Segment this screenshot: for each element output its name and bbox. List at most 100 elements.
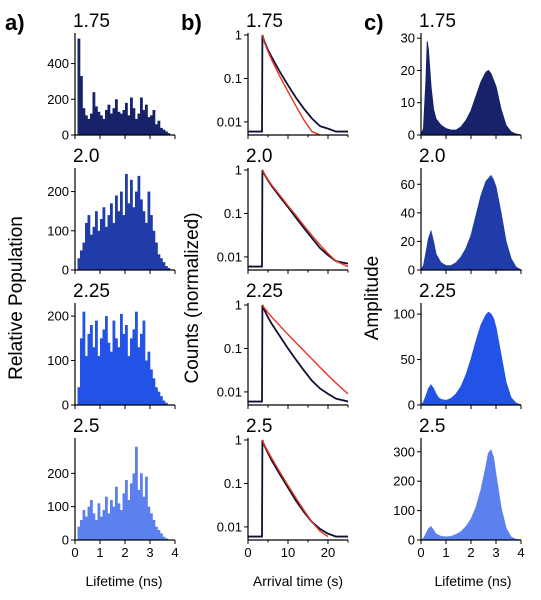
histogram-bar bbox=[150, 513, 153, 540]
histogram-bar bbox=[152, 110, 156, 135]
histogram-bar bbox=[127, 356, 131, 405]
panel-label-b: b) bbox=[181, 10, 202, 35]
histogram-bar bbox=[120, 191, 123, 270]
histogram-bar bbox=[130, 179, 133, 270]
x-tick-label: 2 bbox=[467, 545, 474, 560]
amplitude-area bbox=[420, 174, 523, 271]
histogram-bar bbox=[95, 211, 98, 270]
histogram-bar bbox=[107, 342, 111, 405]
histogram-bar bbox=[107, 215, 111, 270]
histogram-bar bbox=[165, 266, 168, 270]
decay-fit-line bbox=[261, 304, 349, 395]
y-tick-label: 10 bbox=[401, 95, 415, 110]
panel-a-row-1: 0 100 200 2.0 bbox=[47, 146, 176, 278]
panel-label-c: c) bbox=[364, 10, 384, 35]
row-value-label: 2.25 bbox=[73, 281, 110, 302]
y-tick-label: 1 bbox=[235, 298, 242, 313]
histogram-bar bbox=[147, 117, 151, 135]
histogram-bar bbox=[165, 131, 168, 135]
histogram-bar bbox=[145, 104, 148, 135]
histogram-bar bbox=[115, 486, 118, 540]
x-tick-label: 1 bbox=[442, 545, 449, 560]
histogram-bar bbox=[135, 311, 138, 405]
row-value-label: 2.0 bbox=[73, 146, 99, 167]
x-tick-label: 4 bbox=[171, 545, 178, 560]
panel-a-row-2: 0 100 200 2.25 bbox=[47, 281, 176, 413]
y-tick-label: 1 bbox=[235, 433, 242, 448]
histogram-bar bbox=[137, 490, 141, 540]
histogram-bar bbox=[135, 118, 138, 135]
histogram-bar bbox=[90, 113, 93, 135]
amplitude-area bbox=[419, 449, 522, 541]
y-tick-label: 0.1 bbox=[224, 476, 242, 491]
histogram-bar bbox=[87, 118, 91, 135]
panel-c-row-0: 0 10 20 30 1.75 bbox=[401, 11, 522, 143]
histogram-bar bbox=[127, 115, 131, 135]
decay-fit-line bbox=[261, 439, 329, 538]
histogram-bar bbox=[107, 513, 111, 540]
histogram-bar bbox=[132, 108, 136, 135]
panel-a-row-0: 0 200 400 1.75 bbox=[47, 11, 176, 143]
y-tick-label: 1 bbox=[235, 163, 242, 178]
histogram-bar bbox=[95, 106, 98, 135]
histogram-bar bbox=[92, 226, 96, 270]
histogram-bar bbox=[127, 500, 131, 540]
decay-fit-line bbox=[261, 169, 349, 268]
histogram-bar bbox=[100, 338, 103, 405]
histogram-bar bbox=[167, 133, 171, 135]
histogram-bar bbox=[155, 124, 158, 135]
histogram-bar bbox=[97, 230, 101, 270]
y-tick-label: 0.01 bbox=[217, 384, 242, 399]
amplitude-area bbox=[419, 311, 522, 406]
col-c-ylabel: Amplitude bbox=[362, 256, 383, 341]
histogram-bar bbox=[160, 396, 163, 405]
panel-b-row-1: 0.01 0.1 1 2.0 bbox=[217, 146, 349, 274]
y-tick-label: 0.1 bbox=[224, 71, 242, 86]
col-b-xlabel: Arrival time (s) bbox=[253, 573, 343, 589]
histogram-bar bbox=[142, 320, 146, 405]
histogram-bar bbox=[127, 203, 131, 270]
histogram-bar bbox=[130, 338, 133, 405]
histogram-bar bbox=[147, 506, 151, 540]
histogram-bar bbox=[87, 506, 91, 540]
y-tick-label: 0.1 bbox=[224, 341, 242, 356]
histogram-bar bbox=[142, 496, 146, 540]
x-tick-label: 0 bbox=[244, 545, 251, 560]
histogram-bar bbox=[162, 400, 166, 405]
histogram-bar bbox=[147, 351, 151, 405]
histogram-bar bbox=[105, 316, 108, 405]
row-value-label: 2.0 bbox=[419, 146, 445, 167]
histogram-bar bbox=[87, 215, 91, 270]
histogram-bar bbox=[105, 496, 108, 540]
histogram-bar bbox=[102, 207, 106, 270]
histogram-bar bbox=[150, 115, 153, 135]
histogram-bar bbox=[137, 347, 141, 405]
histogram-bar bbox=[132, 207, 136, 270]
histogram-bar bbox=[97, 503, 101, 540]
y-tick-label: 0 bbox=[408, 263, 415, 278]
histogram-bar bbox=[115, 195, 118, 270]
y-tick-label: 200 bbox=[47, 309, 69, 324]
histogram-bar bbox=[92, 92, 96, 135]
y-tick-label: 100 bbox=[47, 353, 69, 368]
histogram-bar bbox=[137, 113, 141, 135]
y-tick-label: 0.01 bbox=[217, 519, 242, 534]
histogram-bar bbox=[160, 258, 163, 270]
histogram-bar bbox=[85, 356, 88, 405]
panel-b-row-2: 0.01 0.1 1 2.25 bbox=[217, 281, 349, 409]
histogram-bar bbox=[145, 360, 148, 405]
histogram-bar bbox=[162, 129, 166, 135]
histogram-bar bbox=[125, 173, 128, 270]
histogram-bar bbox=[140, 97, 143, 135]
histogram-bar bbox=[80, 338, 83, 405]
y-tick-label: 200 bbox=[47, 92, 69, 107]
histogram-bar bbox=[102, 329, 106, 405]
amplitude-area bbox=[420, 41, 522, 136]
panel-a-row-3: 0 1 2 3 4 0 100 200 2.5 bbox=[47, 416, 178, 560]
histogram-bar bbox=[117, 503, 121, 540]
y-tick-label: 20 bbox=[401, 234, 415, 249]
histogram-bar bbox=[132, 329, 136, 405]
histogram-bar bbox=[147, 191, 151, 270]
histogram-bar bbox=[142, 211, 146, 270]
